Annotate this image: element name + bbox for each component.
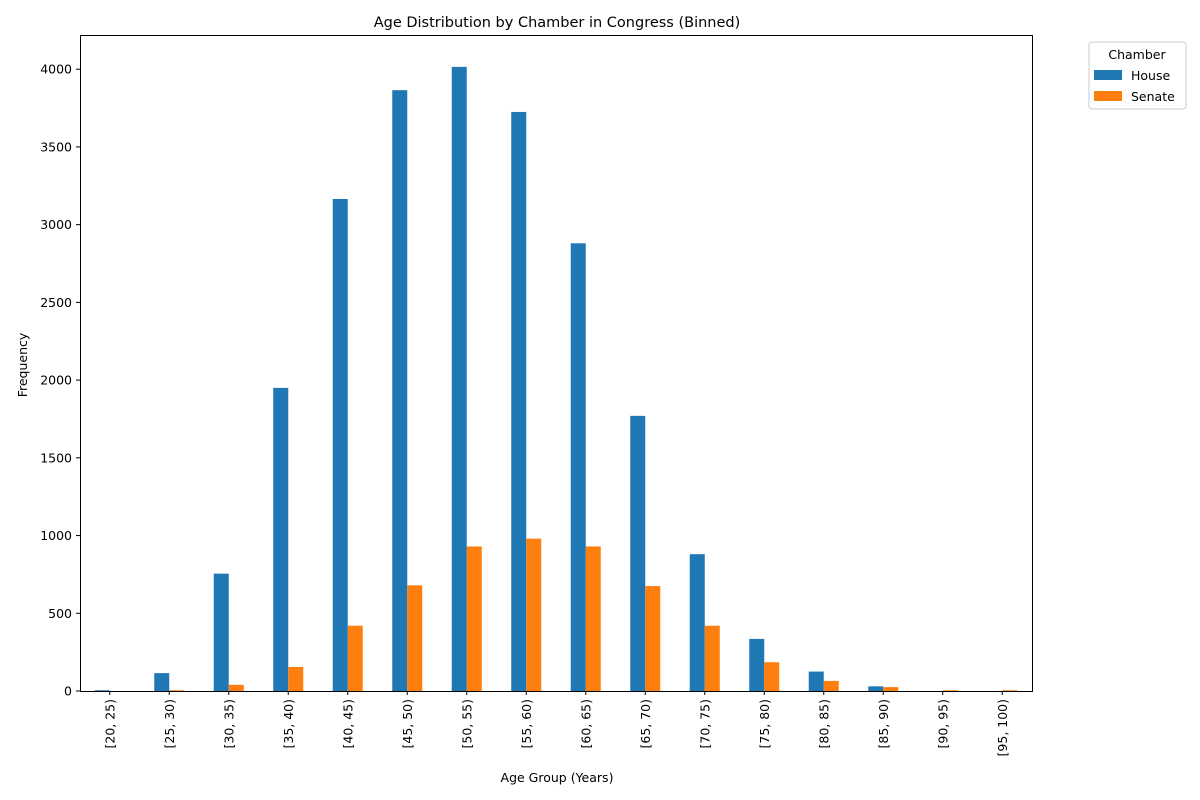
legend-label-house: House bbox=[1131, 68, 1170, 83]
legend-title: Chamber bbox=[1108, 47, 1166, 62]
bar-senate-15 bbox=[1002, 690, 1018, 691]
x-axis: [20, 25) [25, 30) [30, 35) [35, 40) [40, 45)… bbox=[102, 691, 1010, 756]
bar-senate-14 bbox=[942, 690, 958, 691]
bar-senate-13 bbox=[883, 687, 899, 691]
bar-house-9 bbox=[630, 415, 646, 691]
bar-senate-5 bbox=[407, 585, 423, 691]
bar-senate-8 bbox=[585, 546, 601, 691]
bar-senate-7 bbox=[526, 538, 542, 691]
x-tick-label: [95, 100) bbox=[995, 699, 1010, 756]
y-tick-label: 2500 bbox=[40, 295, 72, 310]
bar-senate-1 bbox=[169, 690, 185, 691]
legend-swatch-senate bbox=[1094, 91, 1122, 101]
bar-house-13 bbox=[868, 686, 884, 691]
plot-area: 0 500 1000 1500 2000 2500 3000 3500 4000 [20, 25… bbox=[40, 35, 1033, 756]
bar-senate-4 bbox=[347, 625, 363, 691]
x-tick-label: [40, 45) bbox=[340, 699, 355, 749]
bar-house-12 bbox=[808, 671, 824, 691]
legend: Chamber House Senate bbox=[1088, 41, 1187, 110]
legend-swatch-house bbox=[1094, 70, 1122, 80]
x-tick-label: [55, 60) bbox=[519, 699, 534, 749]
x-tick-label: [85, 90) bbox=[876, 699, 891, 749]
bar-house-4 bbox=[332, 199, 348, 691]
bar-senate-3 bbox=[288, 666, 304, 691]
x-tick-label: [45, 50) bbox=[400, 699, 415, 749]
y-axis-label: Frequency bbox=[15, 332, 30, 397]
y-tick-label: 1000 bbox=[40, 528, 72, 543]
x-tick-label: [20, 25) bbox=[102, 699, 117, 749]
bar-senate-11 bbox=[764, 662, 780, 691]
y-tick-label: 1500 bbox=[40, 450, 72, 465]
bar-senate-10 bbox=[704, 625, 720, 691]
y-tick-label: 4000 bbox=[40, 62, 72, 77]
x-tick-label: [60, 65) bbox=[578, 699, 593, 749]
x-tick-label: [80, 85) bbox=[816, 699, 831, 749]
bar-house-8 bbox=[570, 243, 586, 691]
y-tick-label: 0 bbox=[64, 684, 72, 699]
bar-house-1 bbox=[154, 673, 170, 691]
plot-frame bbox=[80, 35, 1033, 692]
x-tick-label: [90, 95) bbox=[935, 699, 950, 749]
y-tick-label: 2000 bbox=[40, 373, 72, 388]
chart-title: Age Distribution by Chamber in Congress … bbox=[374, 15, 741, 31]
bar-house-10 bbox=[689, 554, 705, 691]
bars bbox=[94, 66, 1018, 692]
y-tick-label: 3500 bbox=[40, 139, 72, 154]
x-tick-label: [35, 40) bbox=[281, 699, 296, 749]
bar-house-6 bbox=[451, 66, 467, 691]
y-tick-label: 500 bbox=[48, 606, 72, 621]
bar-house-2 bbox=[213, 573, 229, 691]
x-tick-label: [75, 80) bbox=[757, 699, 772, 749]
y-axis: 0 500 1000 1500 2000 2500 3000 3500 4000 bbox=[40, 62, 80, 699]
bar-senate-2 bbox=[228, 684, 244, 691]
x-tick-label: [50, 55) bbox=[459, 699, 474, 749]
bar-house-5 bbox=[392, 90, 408, 692]
bar-senate-12 bbox=[823, 680, 839, 691]
bar-senate-6 bbox=[466, 546, 482, 691]
bar-house-11 bbox=[749, 638, 765, 691]
x-axis-label: Age Group (Years) bbox=[501, 770, 614, 785]
bar-house-7 bbox=[511, 111, 527, 691]
bar-house-3 bbox=[273, 387, 289, 691]
x-tick-label: [65, 70) bbox=[638, 699, 653, 749]
y-tick-label: 3000 bbox=[40, 217, 72, 232]
bar-house-0 bbox=[94, 690, 110, 691]
x-tick-label: [70, 75) bbox=[697, 699, 712, 749]
bar-senate-9 bbox=[645, 586, 661, 691]
legend-label-senate: Senate bbox=[1131, 89, 1175, 104]
x-tick-label: [30, 35) bbox=[221, 699, 236, 749]
x-tick-label: [25, 30) bbox=[162, 699, 177, 749]
